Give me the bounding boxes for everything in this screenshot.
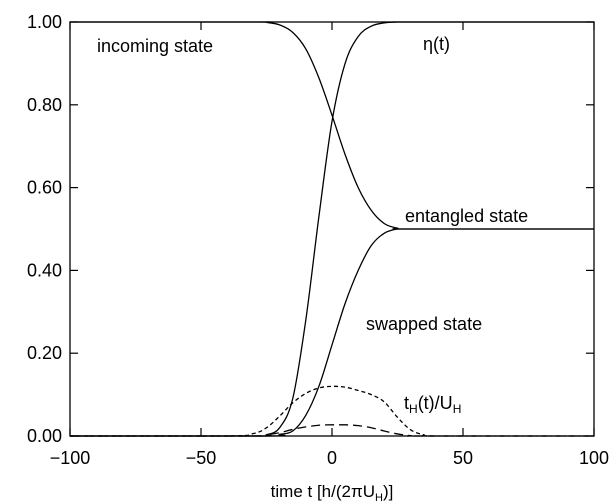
series-line-tH (70, 385, 594, 437)
annotation-entangled-state: entangled state (405, 206, 528, 226)
eta-symbol: η (423, 34, 433, 54)
xlabel-sub-H: H (375, 492, 383, 504)
series-line-swapped (70, 228, 594, 437)
annotation-swapped-state: swapped state (366, 314, 482, 334)
tH-mid: (t)/U (418, 393, 453, 413)
x-tick-label: 100 (579, 448, 609, 468)
y-tick-label: 0.40 (27, 260, 62, 280)
x-tick-label: 50 (453, 448, 473, 468)
tH-sub-H2: H (453, 402, 462, 416)
tH-t: t (404, 393, 409, 413)
annotation-incoming-state: incoming state (97, 36, 213, 56)
plot-frame (69, 21, 595, 437)
y-tick-label: 0.60 (27, 178, 62, 198)
y-axis-ticks: 0.00 0.20 0.40 0.60 0.80 1.00 (27, 12, 594, 446)
annotation-tH-over-UH: tH(t)/UH (404, 393, 461, 416)
y-tick-label: 0.20 (27, 343, 62, 363)
xlabel-base: time t [h/(2 (271, 482, 351, 501)
xlabel-tail: )] (383, 482, 393, 501)
x-tick-label: 0 (327, 448, 337, 468)
y-tick-label: 1.00 (27, 12, 62, 32)
xlabel-pi: π (351, 482, 363, 501)
x-tick-label: −50 (186, 448, 217, 468)
annotation-eta: η(t) (423, 34, 450, 54)
y-tick-label: 0.00 (27, 426, 62, 446)
chart-series (69, 21, 594, 437)
xlabel-U: U (363, 482, 375, 501)
y-tick-label: 0.80 (27, 95, 62, 115)
x-axis-ticks: −100 −50 0 50 100 (50, 22, 609, 468)
x-tick-label: −100 (50, 448, 91, 468)
tH-sub-H: H (409, 402, 418, 416)
eta-tail: (t) (433, 34, 450, 54)
x-axis-label: time t [h/(2πUH)] (271, 482, 394, 504)
